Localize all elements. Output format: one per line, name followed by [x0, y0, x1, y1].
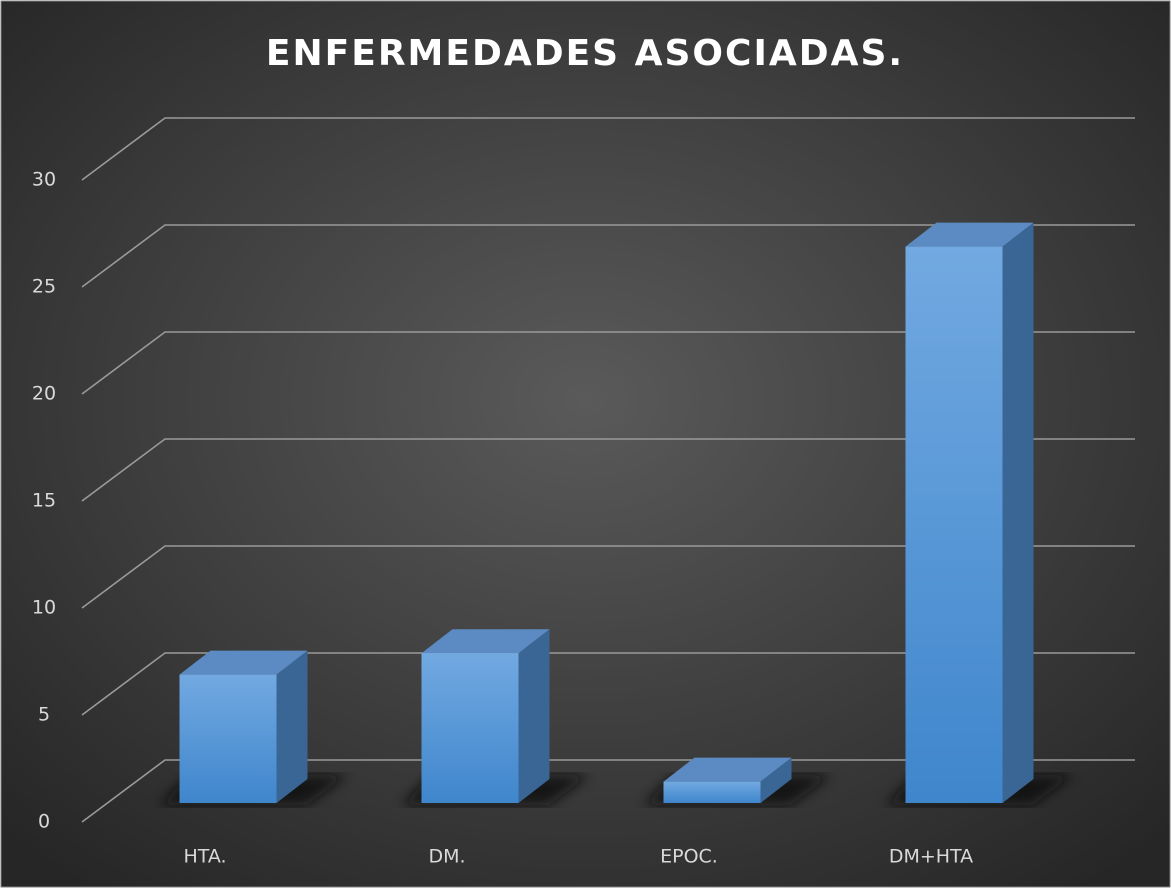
bar-side — [760, 757, 792, 803]
grid-line — [81, 117, 1135, 181]
x-tick-label: EPOC. — [660, 846, 718, 868]
y-tick-label: 5 — [38, 704, 50, 726]
bar-top — [663, 757, 792, 782]
x-tick-label: DM+HTA — [889, 846, 973, 868]
grid-line — [81, 224, 1135, 288]
bar — [421, 629, 550, 803]
bar-side — [518, 629, 550, 803]
chart-title: ENFERMEDADES ASOCIADAS. — [266, 33, 904, 74]
grid-line — [81, 438, 1135, 502]
grid-line — [81, 759, 1135, 823]
bar — [905, 222, 1034, 804]
y-tick-label: 25 — [32, 276, 56, 298]
y-tick-label: 0 — [38, 811, 50, 833]
bar-top — [421, 629, 550, 654]
bar-side — [1002, 222, 1034, 804]
x-tick-label: HTA. — [183, 846, 226, 868]
grid-line — [81, 331, 1135, 395]
y-tick-label: 20 — [32, 383, 56, 405]
bar — [663, 757, 792, 803]
bar-front — [421, 653, 519, 803]
y-tick-label: 10 — [32, 597, 56, 619]
y-tick-label: 15 — [32, 490, 56, 512]
bar — [179, 650, 308, 803]
bar-front — [179, 674, 277, 803]
bar-top — [905, 222, 1034, 247]
bar-front — [905, 246, 1003, 804]
bar-side — [276, 650, 308, 803]
x-tick-label: DM. — [428, 846, 465, 868]
y-tick-label: 30 — [32, 169, 56, 191]
bar-front — [663, 781, 761, 803]
grid-line — [81, 652, 1135, 716]
bar-top — [179, 650, 308, 675]
grid-line — [81, 545, 1135, 609]
